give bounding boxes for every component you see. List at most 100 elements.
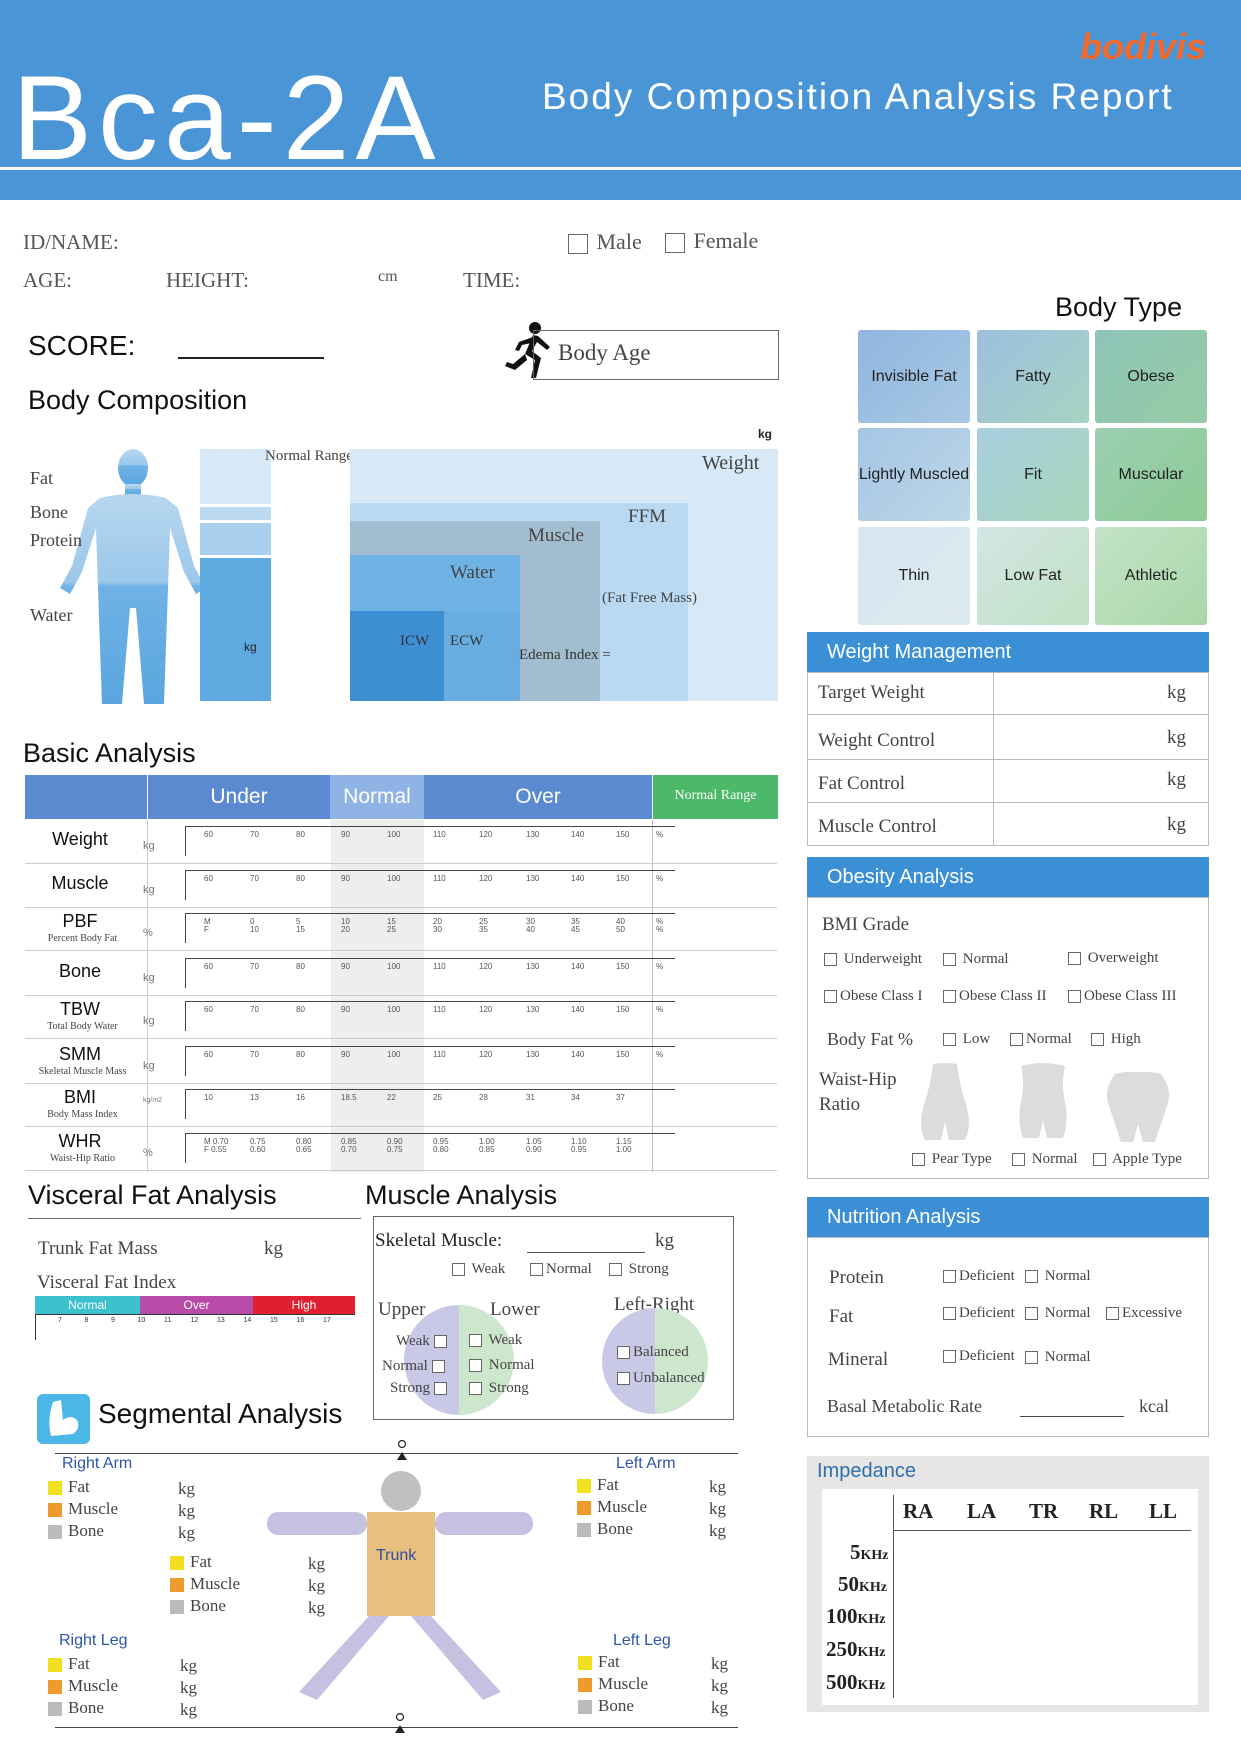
- right-leg-units: kg kg kg: [180, 1656, 197, 1719]
- ba-tick: M 0.70 F 0.55: [204, 1137, 229, 1154]
- ba-left-divider: [147, 820, 148, 1172]
- wm-row-muscle-control: Muscle Control kg: [818, 814, 1186, 837]
- ba-tick: 10 20: [341, 917, 350, 934]
- body-type-title: Body Type: [1055, 292, 1183, 322]
- lower-normal[interactable]: Normal: [469, 1357, 535, 1374]
- impedance-title: Impedance: [817, 1460, 916, 1482]
- skeletal-strong[interactable]: Strong: [609, 1261, 669, 1278]
- lower-strong[interactable]: Strong: [469, 1380, 529, 1397]
- mineral-deficient[interactable]: Deficient: [943, 1348, 1015, 1365]
- bc-column: [200, 449, 271, 701]
- ba-tick: 60: [204, 1050, 213, 1059]
- trunk-muscle: Muscle: [170, 1574, 240, 1594]
- ba-tick: %: [656, 1050, 664, 1059]
- protein-normal[interactable]: Normal: [1025, 1268, 1091, 1285]
- right-arm-title: Right Arm: [62, 1455, 133, 1472]
- bmi-normal[interactable]: Normal: [943, 951, 1009, 968]
- segmental-top-line: [55, 1453, 738, 1454]
- whr-apple[interactable]: Apple Type: [1093, 1151, 1182, 1168]
- right-arm-bone: Bone: [48, 1521, 104, 1541]
- ba-scale: 60 70 80 90 100 110 120 130 140 150%: [185, 1001, 675, 1031]
- score-label: SCORE:: [28, 330, 136, 361]
- normal-shape-icon: [1015, 1062, 1071, 1144]
- whr-normal[interactable]: Normal: [1012, 1151, 1078, 1168]
- body-composition-title: Body Composition: [28, 385, 248, 415]
- ba-row-label: TBW: [60, 999, 100, 1019]
- body-type-grid: Invisible Fat Fatty Obese Lightly Muscle…: [858, 330, 1208, 625]
- ba-tick: M F: [204, 917, 211, 934]
- lower-weak[interactable]: Weak: [469, 1332, 522, 1349]
- upper-strong[interactable]: Strong: [390, 1380, 450, 1397]
- male-option[interactable]: Male: [568, 229, 642, 255]
- skeletal-weak[interactable]: Weak: [452, 1261, 505, 1278]
- ba-tick: 130: [526, 1005, 540, 1014]
- left-arm-bone: Bone: [577, 1519, 633, 1539]
- ba-scale: 60 70 80 90 100 110 120 130 140 150%: [185, 826, 675, 856]
- body-type-invisible-fat: Invisible Fat: [858, 330, 970, 423]
- skeletal-muscle-label: Skeletal Muscle:: [375, 1230, 503, 1251]
- ba-row-label: BMI: [63, 1087, 96, 1107]
- nutrition-header: Nutrition Analysis: [807, 1197, 1209, 1237]
- fat-normal[interactable]: Normal: [1025, 1305, 1091, 1322]
- ba-tick: 0.75 0.60: [250, 1137, 266, 1154]
- upper-weak[interactable]: Weak: [396, 1333, 450, 1350]
- upper-normal[interactable]: Normal: [382, 1358, 448, 1375]
- male-checkbox[interactable]: [568, 233, 588, 254]
- visceral-band-high: High: [253, 1296, 355, 1314]
- imp-col-ra: RA: [903, 1499, 934, 1523]
- ba-tick: 90: [341, 874, 350, 883]
- bf-normal[interactable]: Normal: [1010, 1031, 1072, 1048]
- top-marker-icon: [393, 1439, 411, 1466]
- body-figure: [60, 448, 206, 708]
- bmi-obese-2[interactable]: Obese Class II: [943, 988, 1046, 1005]
- left-arm-fat: Fat: [577, 1475, 619, 1495]
- ba-tick: 140: [571, 830, 585, 839]
- ba-tick: 110: [433, 874, 446, 883]
- ba-row-label: WHR: [58, 1131, 102, 1151]
- bf-low[interactable]: Low: [943, 1031, 990, 1048]
- skeletal-normal[interactable]: Normal: [530, 1261, 592, 1278]
- icw-box: [350, 611, 444, 701]
- bmi-obese-1[interactable]: Obese Class I: [824, 988, 923, 1005]
- trunk-fat-label: Trunk Fat Mass: [38, 1238, 158, 1259]
- body-age-box: [533, 330, 779, 380]
- report-title: Body Composition Analysis Report: [542, 76, 1174, 117]
- female-option[interactable]: Female: [665, 228, 758, 254]
- edema-label: Edema Index =: [519, 647, 611, 663]
- time-label: TIME:: [463, 268, 521, 292]
- ba-scale: 60 70 80 90 100 110 120 130 140 150%: [185, 870, 675, 900]
- female-checkbox[interactable]: [665, 232, 685, 253]
- ba-row-muscle: Muscle kg 60 70 80 90 100 110 120 130 140 150%: [25, 864, 777, 908]
- bf-high[interactable]: High: [1091, 1031, 1141, 1048]
- ba-tick: 80: [296, 1005, 305, 1014]
- left-right-label: Left-Right: [614, 1294, 695, 1315]
- bmi-underweight[interactable]: Underweight: [824, 951, 922, 968]
- ba-tick: 37: [616, 1093, 625, 1102]
- left-leg-units: kg kg kg: [711, 1654, 728, 1717]
- ba-tick: 140: [571, 1005, 585, 1014]
- ba-row-unit: kg: [143, 884, 155, 896]
- bc-kg-label: kg: [244, 640, 257, 654]
- fat-excessive[interactable]: Excessive: [1106, 1305, 1182, 1322]
- ba-tick: 90: [341, 1005, 350, 1014]
- fat-deficient[interactable]: Deficient: [943, 1305, 1015, 1322]
- left-leg-title: Left Leg: [613, 1632, 671, 1649]
- lr-balanced[interactable]: Balanced: [617, 1344, 689, 1361]
- ba-tick: % %: [656, 917, 664, 934]
- visceral-scale: [35, 1314, 355, 1340]
- mineral-normal[interactable]: Normal: [1025, 1349, 1091, 1366]
- ba-tick: 0.80 0.65: [296, 1137, 312, 1154]
- whr-label: Waist-Hip Ratio: [819, 1069, 897, 1115]
- ba-tick: 18.5: [341, 1093, 357, 1102]
- ba-tick: 150: [616, 874, 630, 883]
- ba-tick: 120: [479, 874, 493, 883]
- lr-unbalanced[interactable]: Unbalanced: [617, 1370, 705, 1387]
- imp-col-tr: TR: [1029, 1499, 1059, 1523]
- ba-tick: 22: [387, 1093, 396, 1102]
- whr-pear[interactable]: Pear Type: [912, 1151, 992, 1168]
- bmi-obese-3[interactable]: Obese Class III: [1068, 988, 1176, 1005]
- protein-deficient[interactable]: Deficient: [943, 1268, 1015, 1285]
- trunk-fat: Fat: [170, 1552, 212, 1572]
- bmi-overweight[interactable]: Overweight: [1068, 950, 1159, 967]
- visceral-tick: 8: [84, 1317, 89, 1324]
